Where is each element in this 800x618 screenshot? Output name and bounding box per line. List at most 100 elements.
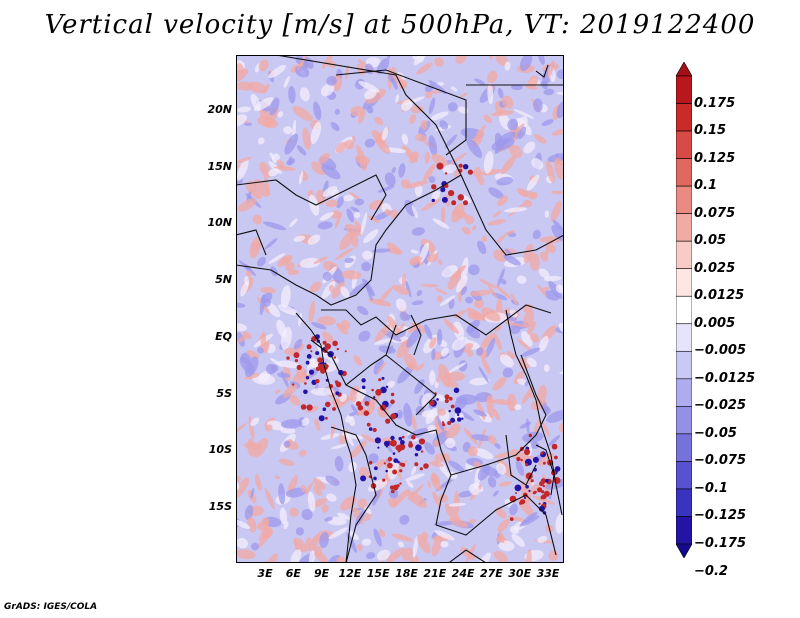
velocity-patch xyxy=(277,372,291,378)
velocity-patch xyxy=(476,347,484,356)
velocity-patch xyxy=(481,235,488,243)
velocity-patch xyxy=(256,256,267,267)
velocity-patch xyxy=(432,491,442,508)
velocity-patch xyxy=(244,276,250,287)
velocity-core xyxy=(520,458,523,462)
velocity-patch xyxy=(484,337,496,358)
velocity-patch xyxy=(349,283,366,296)
velocity-patch xyxy=(532,495,556,505)
velocity-patch xyxy=(541,286,550,292)
velocity-patch xyxy=(237,335,247,343)
velocity-core xyxy=(436,398,439,401)
colorbar-swatch xyxy=(676,158,692,187)
velocity-core xyxy=(542,484,545,488)
velocity-patch xyxy=(245,270,252,277)
velocity-patch xyxy=(401,133,409,145)
velocity-core xyxy=(306,404,313,411)
velocity-core xyxy=(305,360,310,365)
velocity-core xyxy=(344,350,347,353)
colorbar-label: 0.075 xyxy=(694,205,736,221)
velocity-patch xyxy=(262,221,287,231)
velocity-patch xyxy=(354,212,361,219)
lat-label: 15S xyxy=(208,499,232,513)
velocity-core xyxy=(456,417,462,422)
velocity-core xyxy=(451,200,457,206)
velocity-core xyxy=(306,344,312,350)
velocity-patch xyxy=(313,256,328,264)
velocity-core xyxy=(441,196,448,203)
velocity-patch xyxy=(332,281,345,299)
velocity-patch xyxy=(548,435,561,447)
velocity-patch xyxy=(398,163,406,178)
velocity-patch xyxy=(285,487,307,498)
velocity-patch xyxy=(390,209,399,219)
velocity-patch xyxy=(424,442,435,455)
velocity-patch xyxy=(439,295,456,307)
lon-label: 24E xyxy=(451,567,475,580)
velocity-patch xyxy=(311,322,327,330)
velocity-core xyxy=(428,400,435,406)
velocity-core xyxy=(523,448,531,456)
velocity-patch xyxy=(313,485,323,496)
colorbar-swatch xyxy=(676,378,692,407)
velocity-patch xyxy=(362,250,373,260)
velocity-patch xyxy=(301,508,313,521)
velocity-core xyxy=(375,389,382,396)
velocity-patch xyxy=(425,407,438,424)
velocity-patch xyxy=(405,280,412,298)
colorbar-swatch xyxy=(676,488,692,517)
velocity-patch xyxy=(301,417,310,427)
velocity-patch xyxy=(363,229,379,244)
velocity-core xyxy=(554,466,561,472)
velocity-patch xyxy=(358,109,366,124)
velocity-patch xyxy=(454,396,468,410)
velocity-patch xyxy=(500,278,507,285)
velocity-patch xyxy=(397,365,414,384)
velocity-core xyxy=(286,356,290,360)
velocity-patch xyxy=(411,227,425,236)
lon-label: 27E xyxy=(479,567,503,580)
velocity-patch xyxy=(406,326,418,334)
velocity-patch xyxy=(455,275,468,293)
velocity-patch xyxy=(317,316,337,326)
velocity-patch xyxy=(545,160,555,184)
colorbar-swatch xyxy=(676,130,692,159)
lon-label: 12E xyxy=(338,567,362,580)
velocity-patch xyxy=(257,347,264,354)
velocity-patch xyxy=(496,463,507,475)
velocity-patch xyxy=(474,298,485,309)
velocity-patch xyxy=(434,530,455,541)
velocity-patch xyxy=(496,195,509,207)
velocity-patch xyxy=(492,376,507,391)
velocity-patch xyxy=(420,198,441,212)
velocity-patch xyxy=(440,206,446,224)
velocity-patch xyxy=(250,417,260,427)
velocity-patch xyxy=(391,166,396,174)
velocity-patch xyxy=(387,445,393,453)
velocity-patch xyxy=(284,261,295,272)
velocity-core xyxy=(538,505,545,512)
velocity-patch xyxy=(277,360,301,369)
velocity-patch xyxy=(236,549,256,560)
velocity-core xyxy=(380,404,387,411)
velocity-patch xyxy=(495,285,512,300)
velocity-patch xyxy=(527,393,535,399)
velocity-patch xyxy=(445,423,461,439)
velocity-patch xyxy=(410,256,423,266)
velocity-patch xyxy=(496,234,506,244)
velocity-patch xyxy=(436,328,443,346)
velocity-patch xyxy=(494,442,501,449)
velocity-patch xyxy=(401,99,413,111)
velocity-patch xyxy=(236,538,249,549)
velocity-patch xyxy=(538,452,555,466)
velocity-patch xyxy=(321,164,341,180)
velocity-core xyxy=(368,460,373,465)
lon-label: 3E xyxy=(257,567,273,580)
velocity-patch xyxy=(428,176,436,183)
velocity-patch xyxy=(409,151,419,164)
lat-label: 20N xyxy=(207,103,232,116)
velocity-patch xyxy=(268,253,286,264)
velocity-patch xyxy=(283,440,291,448)
velocity-core xyxy=(399,462,403,466)
velocity-patch xyxy=(395,94,400,103)
